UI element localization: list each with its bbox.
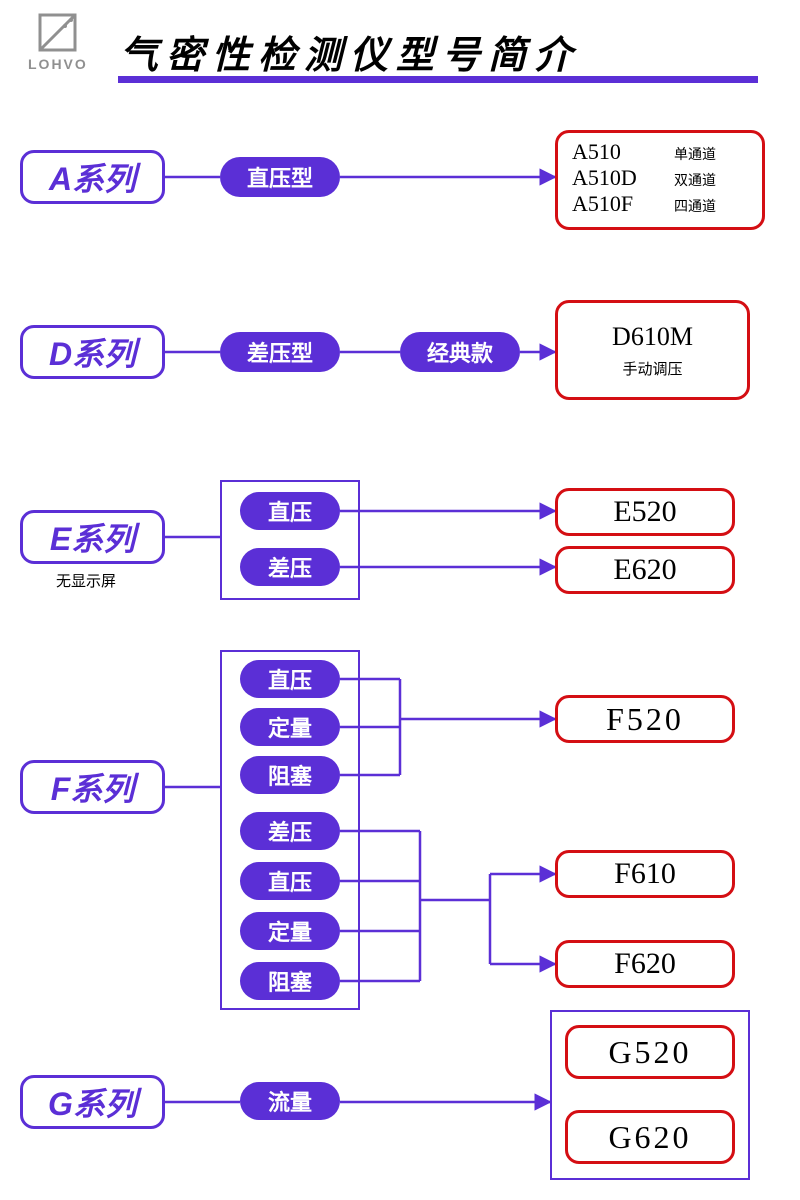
pill-a-type: 直压型 (220, 157, 340, 197)
e-note: 无显示屏 (56, 570, 116, 591)
pill-f-zusai2: 阻塞 (240, 962, 340, 1000)
a-code-0: A510 (572, 139, 662, 165)
model-g620: G620 (565, 1110, 735, 1164)
model-g520: G520 (565, 1025, 735, 1079)
pill-d-type: 差压型 (220, 332, 340, 372)
pill-g-liuliang: 流量 (240, 1082, 340, 1120)
a-desc-1: 双通道 (674, 170, 716, 190)
pill-f-zhiya1: 直压 (240, 660, 340, 698)
series-f-box: F系列 (20, 760, 165, 814)
model-d-box: D610M 手动调压 (555, 300, 750, 400)
d-note: 手动调压 (622, 358, 682, 379)
pill-e-zhiya: 直压 (240, 492, 340, 530)
series-d-box: D系列 (20, 325, 165, 379)
pill-f-chaya: 差压 (240, 812, 340, 850)
a-row-2: A510F 四通道 (572, 191, 748, 217)
series-a-box: A系列 (20, 150, 165, 204)
pill-f-dingliang1: 定量 (240, 708, 340, 746)
series-g-box: G系列 (20, 1075, 165, 1129)
model-e520: E520 (555, 488, 735, 536)
logo-text: LOHVO (28, 56, 88, 72)
a-code-2: A510F (572, 191, 662, 217)
a-desc-2: 四通道 (674, 196, 716, 216)
a-row-0: A510 单通道 (572, 139, 748, 165)
model-e620: E620 (555, 546, 735, 594)
a-code-1: A510D (572, 165, 662, 191)
pill-e-chaya: 差压 (240, 548, 340, 586)
pill-f-dingliang2: 定量 (240, 912, 340, 950)
title-underline (118, 70, 758, 80)
model-f620: F620 (555, 940, 735, 988)
pill-d-classic: 经典款 (400, 332, 520, 372)
model-a-box: A510 单通道 A510D 双通道 A510F 四通道 (555, 130, 765, 230)
model-f610: F610 (555, 850, 735, 898)
a-row-1: A510D 双通道 (572, 165, 748, 191)
series-e-box: E系列 (20, 510, 165, 564)
d-code: D610M (612, 322, 693, 352)
pill-f-zhiya2: 直压 (240, 862, 340, 900)
model-f520: F520 (555, 695, 735, 743)
a-desc-0: 单通道 (674, 144, 716, 164)
pill-f-zusai1: 阻塞 (240, 756, 340, 794)
